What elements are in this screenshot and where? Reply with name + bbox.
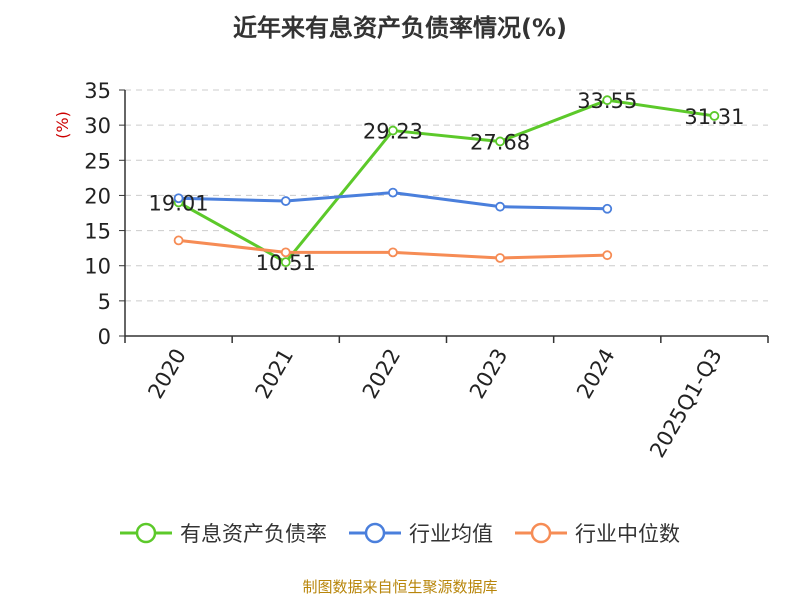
legend-label-series3: 行业中位数 (575, 522, 680, 546)
source-note: 制图数据来自恒生聚源数据库 (302, 578, 498, 596)
data-point-2 (173, 193, 184, 204)
data-label: 27.68 (470, 130, 530, 154)
y-tick-label: 0 (98, 325, 111, 349)
legend-label-series1: 有息资产负债率 (180, 522, 327, 546)
x-tick-label: 2020 (143, 345, 191, 403)
data-point-3 (280, 247, 291, 258)
y-axis-label: (%) (53, 111, 72, 139)
chart-title: 近年来有息资产负债率情况(%) (233, 14, 567, 42)
data-point-2 (602, 203, 613, 214)
y-tick-label: 15 (84, 220, 111, 244)
y-tick-label: 25 (84, 149, 111, 173)
legend-swatch-series3-icon (515, 522, 567, 544)
data-label: 29.23 (363, 120, 423, 144)
data-point-3 (495, 253, 505, 263)
legend-item-series2[interactable]: 行业均值 (349, 518, 493, 548)
data-point-1 (709, 111, 720, 121)
data-point-1 (280, 257, 291, 268)
y-tick-label: 30 (84, 114, 111, 138)
data-point-3 (388, 247, 398, 258)
y-tick-label: 35 (84, 79, 111, 103)
series-line-1 (177, 98, 715, 264)
legend-label-series2: 行业均值 (409, 522, 493, 546)
x-tick-label: 2025Q1-Q3 (645, 345, 727, 462)
data-label: 19.01 (149, 191, 209, 215)
data-point-3 (602, 250, 613, 261)
data-point-1 (602, 95, 613, 106)
x-tick-label: 2023 (465, 345, 513, 403)
legend-item-series1[interactable]: 有息资产负债率 (120, 518, 327, 548)
data-point-2 (388, 187, 398, 198)
data-label: 31.31 (684, 105, 744, 129)
x-tick-label: 2024 (572, 345, 620, 403)
data-label: 10.51 (256, 251, 316, 275)
data-point-2 (495, 201, 505, 212)
legend-swatch-series2-icon (349, 522, 401, 544)
legend-item-series3[interactable]: 行业中位数 (515, 518, 680, 548)
y-tick-label: 10 (84, 255, 111, 279)
data-point-2 (280, 196, 291, 206)
data-point-1 (388, 125, 398, 136)
x-tick-label: 2021 (251, 345, 299, 403)
data-label: 33.55 (577, 89, 637, 113)
data-point-3 (173, 235, 184, 246)
legend-swatch-series1-icon (120, 522, 172, 544)
data-point-1 (495, 136, 505, 147)
x-tick-label: 2022 (358, 345, 406, 403)
y-tick-label: 5 (98, 290, 111, 314)
legend: 有息资产负债率 行业均值 行业中位数 (0, 518, 800, 548)
y-tick-label: 20 (84, 184, 111, 208)
